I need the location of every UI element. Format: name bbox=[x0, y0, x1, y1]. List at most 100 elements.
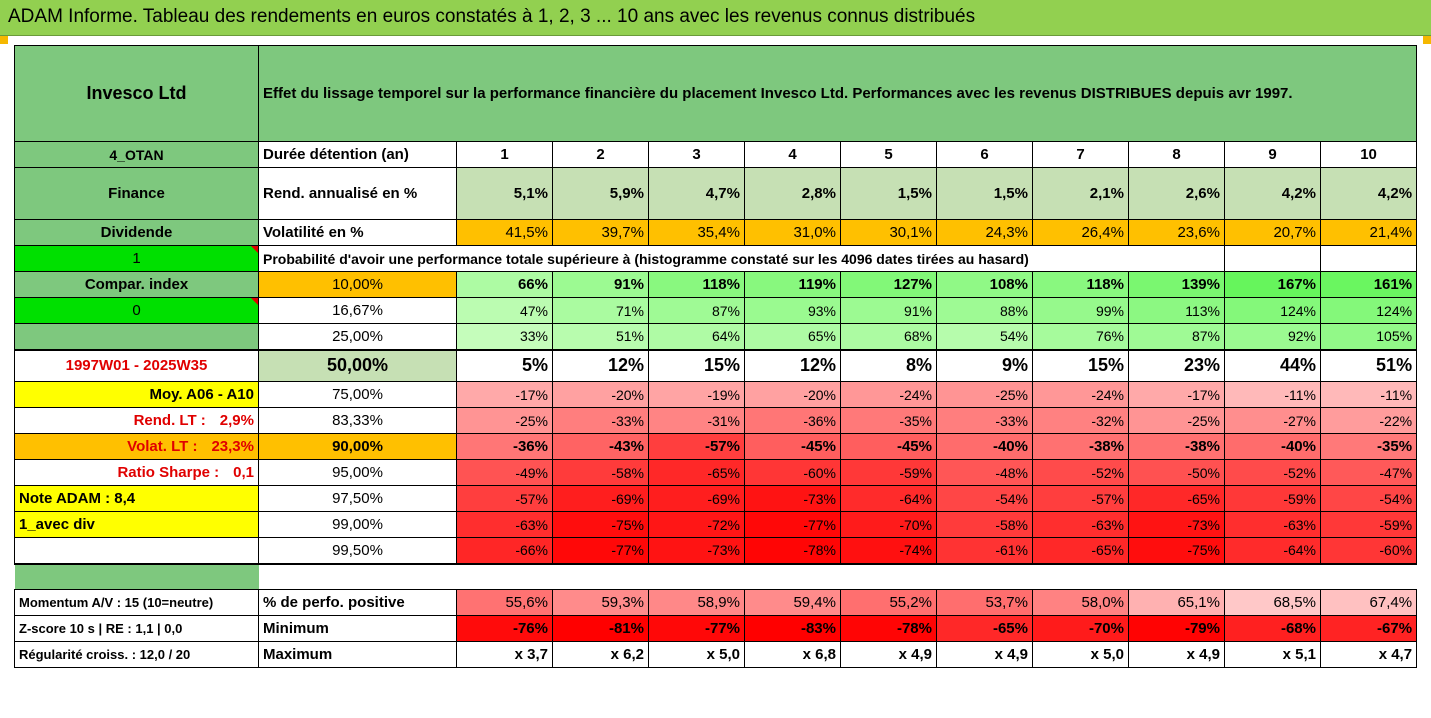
summary-side: Régularité croiss. : 12,0 / 20 bbox=[14, 641, 259, 668]
summary-side: Momentum A/V : 15 (10=neutre) bbox=[14, 589, 259, 616]
performance-table: Invesco Ltd Effet du lissage temporel su… bbox=[14, 45, 1418, 668]
value-cell: -40% bbox=[1224, 433, 1321, 460]
value-cell: 1 bbox=[456, 141, 553, 168]
value-cell: -63% bbox=[1032, 511, 1129, 538]
value-cell: 9 bbox=[1224, 141, 1321, 168]
value-cell: -63% bbox=[456, 511, 553, 538]
value-cell: 2,6% bbox=[1128, 167, 1225, 220]
corner-marker bbox=[0, 36, 8, 44]
value-cell: -65% bbox=[648, 459, 745, 486]
value-cell: -36% bbox=[744, 407, 841, 434]
value-cell: 9% bbox=[936, 349, 1033, 382]
quantile-label: 50,00% bbox=[258, 349, 457, 382]
side-cell: 1997W01 - 2025W35 bbox=[14, 349, 259, 382]
value-cell: -69% bbox=[552, 485, 649, 512]
value-cell: 23% bbox=[1128, 349, 1225, 382]
value-cell: -66% bbox=[456, 537, 553, 565]
value-cell: 1,5% bbox=[936, 167, 1033, 220]
spacer-cell bbox=[259, 564, 1417, 590]
company-name: Invesco Ltd bbox=[14, 45, 259, 142]
value-cell: -20% bbox=[744, 381, 841, 408]
side-cell: Compar. index bbox=[14, 271, 259, 298]
value-cell: 108% bbox=[936, 271, 1033, 298]
quantile-row: Moy. A06 - A10 75,00% -17% -20% -19% -20% -24%… bbox=[14, 381, 1418, 408]
value-cell: -38% bbox=[1128, 433, 1225, 460]
value-cell: -57% bbox=[1032, 485, 1129, 512]
proba-row: 1 Probabilité d'avoir une performance to… bbox=[14, 245, 1418, 272]
value-cell: 15% bbox=[648, 349, 745, 382]
value-cell: -31% bbox=[648, 407, 745, 434]
value-cell: -67% bbox=[1319, 615, 1418, 642]
value-cell: -75% bbox=[1128, 537, 1225, 565]
value-cell: 30,1% bbox=[840, 219, 937, 246]
duree-label: Durée détention (an) bbox=[258, 141, 457, 168]
spacer-row bbox=[14, 563, 1417, 590]
summary-row: Z-score 10 s | RE : 1,1 | 0,0 Minimum -76%… bbox=[14, 615, 1418, 642]
value-cell: -40% bbox=[936, 433, 1033, 460]
quantile-label: 97,50% bbox=[258, 485, 457, 512]
rend-value: 2,9% bbox=[219, 412, 254, 429]
value-cell: 124% bbox=[1224, 297, 1321, 324]
quantile-row: Note ADAM : 8,4 97,50% -57% -69% -69% -73% -64… bbox=[14, 485, 1418, 512]
value-cell: -73% bbox=[1128, 511, 1225, 538]
value-cell: 24,3% bbox=[936, 219, 1033, 246]
value-cell: 99% bbox=[1032, 297, 1129, 324]
value-cell: 53,7% bbox=[936, 589, 1033, 616]
value-cell: 4,7% bbox=[648, 167, 745, 220]
value-cell: -77% bbox=[744, 511, 841, 538]
value-cell: x 5,1 bbox=[1224, 641, 1321, 668]
value-cell: 161% bbox=[1319, 271, 1418, 298]
value-cell: -25% bbox=[456, 407, 553, 434]
value-cell: -58% bbox=[552, 459, 649, 486]
value-cell: 8 bbox=[1128, 141, 1225, 168]
value-cell: -22% bbox=[1319, 407, 1418, 434]
value-cell: -25% bbox=[936, 381, 1033, 408]
quantile-label: 83,33% bbox=[258, 407, 457, 434]
value-cell: -60% bbox=[744, 459, 841, 486]
value-cell: -52% bbox=[1224, 459, 1321, 486]
value-cell: -50% bbox=[1128, 459, 1225, 486]
quantile-row: 1997W01 - 2025W35 50,00% 5% 12% 15% 12% 8% 9% 15… bbox=[14, 349, 1418, 382]
value-cell: 55,6% bbox=[456, 589, 553, 616]
value-cell: -32% bbox=[1032, 407, 1129, 434]
quantile-label: 75,00% bbox=[258, 381, 457, 408]
value-cell: 93% bbox=[744, 297, 841, 324]
quantile-row: 99,50% -66% -77% -73% -78% -74% -61% -65% -75% -6… bbox=[14, 537, 1418, 565]
value-cell: 5% bbox=[456, 349, 553, 382]
value-cell: 47% bbox=[456, 297, 553, 324]
quantile-label: 16,67% bbox=[258, 297, 457, 324]
value-cell: 6 bbox=[936, 141, 1033, 168]
value-cell: -81% bbox=[552, 615, 649, 642]
value-cell: -57% bbox=[648, 433, 745, 460]
value-cell: 26,4% bbox=[1032, 219, 1129, 246]
value-cell: 68% bbox=[840, 323, 937, 351]
sharpe-value: 0,1 bbox=[233, 464, 254, 481]
value-cell: -77% bbox=[648, 615, 745, 642]
value-cell: -52% bbox=[1032, 459, 1129, 486]
value-cell: 59,3% bbox=[552, 589, 649, 616]
value-cell: 91% bbox=[552, 271, 649, 298]
side-metric: Ratio Sharpe : 0,1 bbox=[14, 459, 259, 486]
summary-row: Momentum A/V : 15 (10=neutre)% de perfo.… bbox=[14, 589, 1418, 616]
value-cell: 58,9% bbox=[648, 589, 745, 616]
value-cell: 139% bbox=[1128, 271, 1225, 298]
summary-label: Minimum bbox=[258, 615, 457, 642]
value-cell: 55,2% bbox=[840, 589, 937, 616]
one-cell: 1 bbox=[14, 245, 259, 272]
value-cell: 71% bbox=[552, 297, 649, 324]
value-cell: 41,5% bbox=[456, 219, 553, 246]
value-cell: 51% bbox=[1319, 349, 1418, 382]
value-cell: x 4,9 bbox=[1128, 641, 1225, 668]
value-cell: 21,4% bbox=[1319, 219, 1418, 246]
value-cell: -77% bbox=[552, 537, 649, 565]
summary-side: Z-score 10 s | RE : 1,1 | 0,0 bbox=[14, 615, 259, 642]
value-cell: -78% bbox=[744, 537, 841, 565]
value-cell: 59,4% bbox=[744, 589, 841, 616]
value-cell: 7 bbox=[1032, 141, 1129, 168]
value-cell: -64% bbox=[840, 485, 937, 512]
value-cell: -19% bbox=[648, 381, 745, 408]
value-cell: 3 bbox=[648, 141, 745, 168]
value-cell: 1,5% bbox=[840, 167, 937, 220]
value-cell: 58,0% bbox=[1032, 589, 1129, 616]
value-cell: 20,7% bbox=[1224, 219, 1321, 246]
